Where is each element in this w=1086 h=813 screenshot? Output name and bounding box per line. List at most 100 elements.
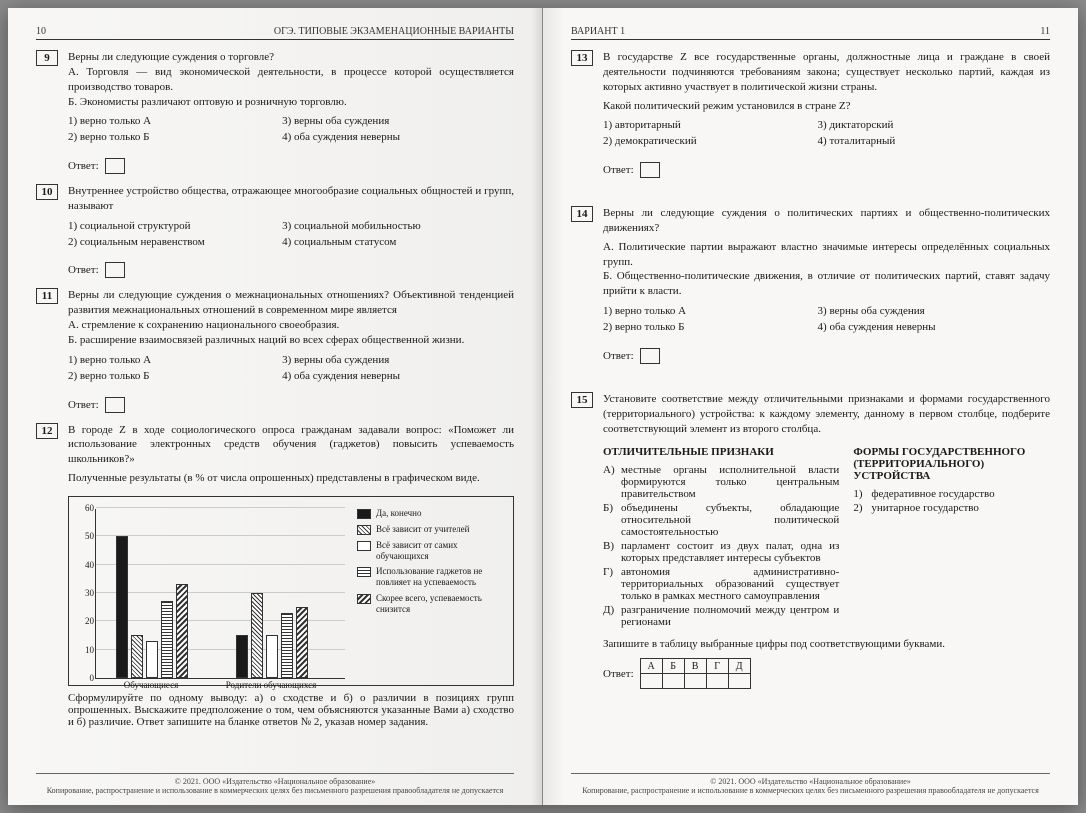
q11-ans-label: Ответ: bbox=[68, 399, 99, 411]
q14-prompt: Верны ли следующие суждения о политическ… bbox=[603, 206, 1050, 236]
q15-ans-table[interactable]: АБВГД bbox=[640, 658, 751, 689]
q9-o4: 4) оба суждения неверны bbox=[282, 130, 496, 145]
q15-ans-label: Ответ: bbox=[603, 668, 634, 680]
q13-ans-label: Ответ: bbox=[603, 164, 634, 176]
q11-b: Б. расширение взаимосвязей различных нац… bbox=[68, 333, 514, 348]
q15-col-head: Д bbox=[728, 659, 750, 674]
q14-o2: 2) верно только Б bbox=[603, 320, 818, 335]
q15-left-text: разграничение полномочий между центром и… bbox=[621, 604, 839, 628]
q13-o2: 2) демократический bbox=[603, 134, 818, 149]
chart-bar bbox=[236, 635, 248, 678]
chart-xlabel: Обучающиеся bbox=[101, 680, 201, 690]
q15-right-text: федеративное государство bbox=[871, 488, 994, 500]
q14-o4: 4) оба суждения неверны bbox=[818, 320, 1033, 335]
q13-sub: Какой политический режим установился в с… bbox=[603, 99, 1050, 114]
q15-cell[interactable] bbox=[706, 674, 728, 689]
q15-left-text: объединены субъекты, обладающие относите… bbox=[621, 502, 839, 538]
q15-left-text: автономия административно-территориальны… bbox=[621, 566, 839, 602]
q15-left-head: ОТЛИЧИТЕЛЬНЫЕ ПРИЗНАКИ bbox=[603, 446, 839, 458]
question-12: 12 В городе Z в ходе социологического оп… bbox=[36, 423, 514, 486]
chart-ylabel: 0 bbox=[90, 673, 95, 683]
q15-left-text: парламент состоит из двух палат, одна из… bbox=[621, 540, 839, 564]
q9-b: Б. Экономисты различают оптовую и рознич… bbox=[68, 95, 514, 110]
q15-cell[interactable] bbox=[684, 674, 706, 689]
q12-task: Сформулируйте по одному выводу: а) о схо… bbox=[68, 692, 514, 728]
q9-ans-box[interactable] bbox=[105, 158, 125, 174]
q9-prompt: Верны ли следующие суждения о торговле? bbox=[68, 50, 514, 65]
book-title: ОГЭ. ТИПОВЫЕ ЭКЗАМЕНАЦИОННЫЕ ВАРИАНТЫ bbox=[274, 26, 514, 37]
q14-a: А. Политические партии выражают властно … bbox=[603, 240, 1050, 270]
chart-bar bbox=[176, 584, 188, 678]
chart-ylabel: 40 bbox=[85, 560, 94, 570]
legend-label: Да, конечно bbox=[376, 508, 421, 519]
q10-ans-label: Ответ: bbox=[68, 264, 99, 276]
qnum-14: 14 bbox=[571, 206, 593, 222]
chart-bar bbox=[146, 641, 158, 678]
question-10: 10 Внутреннее устройство общества, отраж… bbox=[36, 184, 514, 252]
q15-right-text: унитарное государство bbox=[871, 502, 979, 514]
chart-ylabel: 20 bbox=[85, 616, 94, 626]
legend-swatch bbox=[357, 594, 371, 604]
q15-task: Запишите в таблицу выбранные цифры под с… bbox=[603, 638, 1050, 650]
q11-ans-box[interactable] bbox=[105, 397, 125, 413]
qnum-12: 12 bbox=[36, 423, 58, 439]
legend-swatch bbox=[357, 525, 371, 535]
q15-col-head: В bbox=[684, 659, 706, 674]
q10-o3: 3) социальной мобильностью bbox=[282, 219, 496, 234]
q10-o1: 1) социальной структурой bbox=[68, 219, 282, 234]
q15-col-head: А bbox=[640, 659, 662, 674]
q10-o2: 2) социальным неравенством bbox=[68, 235, 282, 250]
page-number-left: 10 bbox=[36, 26, 46, 37]
footer-note-left: Копирование, распространение и использов… bbox=[36, 786, 514, 795]
q13-ans-box[interactable] bbox=[640, 162, 660, 178]
q13-o4: 4) тоталитарный bbox=[818, 134, 1033, 149]
qnum-11: 11 bbox=[36, 288, 58, 304]
q11-a: А. стремление к сохранению национального… bbox=[68, 318, 514, 333]
chart-bar bbox=[266, 635, 278, 678]
chart-xlabel: Родители обучающихся bbox=[221, 680, 321, 690]
q12-sub: Полученные результаты (в % от числа опро… bbox=[68, 471, 514, 486]
q15-cell[interactable] bbox=[640, 674, 662, 689]
q15-right-key: 2) bbox=[853, 502, 871, 514]
question-11: 11 Верны ли следующие суждения о межнаци… bbox=[36, 288, 514, 386]
variant-label: ВАРИАНТ 1 bbox=[571, 26, 625, 37]
q11-prompt: Верны ли следующие суждения о межнациона… bbox=[68, 288, 514, 318]
q15-col-head: Б bbox=[662, 659, 684, 674]
footer-copy-left: © 2021. ООО «Издательство «Национальное … bbox=[36, 777, 514, 786]
legend-label: Скорее всего, успеваемость снизится bbox=[376, 593, 507, 615]
q15-cell[interactable] bbox=[662, 674, 684, 689]
q15-left-text: местные органы исполнительной власти фор… bbox=[621, 464, 839, 500]
q15-left-key: Б) bbox=[603, 502, 621, 538]
q13-o1: 1) авторитарный bbox=[603, 118, 818, 133]
legend-swatch bbox=[357, 567, 371, 577]
legend-swatch bbox=[357, 509, 371, 519]
q10-ans-box[interactable] bbox=[105, 262, 125, 278]
legend-label: Всё зависит от учителей bbox=[376, 524, 470, 535]
q9-o3: 3) верны оба суждения bbox=[282, 114, 496, 129]
qnum-9: 9 bbox=[36, 50, 58, 66]
q10-o4: 4) социальным статусом bbox=[282, 235, 496, 250]
q9-ans-label: Ответ: bbox=[68, 160, 99, 172]
chart-bar bbox=[251, 593, 263, 678]
footer-copy-right: © 2021. ООО «Издательство «Национальное … bbox=[571, 777, 1050, 786]
q9-a: А. Торговля — вид экономической деятельн… bbox=[68, 65, 514, 95]
q15-prompt: Установите соответствие между отличитель… bbox=[603, 392, 1050, 437]
chart-ylabel: 50 bbox=[85, 531, 94, 541]
q14-o1: 1) верно только А bbox=[603, 304, 818, 319]
chart-bar bbox=[131, 635, 143, 678]
q14-b: Б. Общественно-политические движения, в … bbox=[603, 269, 1050, 299]
q9-o2: 2) верно только Б bbox=[68, 130, 282, 145]
qnum-10: 10 bbox=[36, 184, 58, 200]
q14-ans-box[interactable] bbox=[640, 348, 660, 364]
q15-cell[interactable] bbox=[728, 674, 750, 689]
q15-right-head: ФОРМЫ ГОСУДАРСТВЕННОГО (ТЕРРИТОРИАЛЬНОГО… bbox=[853, 446, 1050, 482]
q15-col-head: Г bbox=[706, 659, 728, 674]
q11-o4: 4) оба суждения неверны bbox=[282, 369, 496, 384]
q13-prompt: В государстве Z все государственные орга… bbox=[603, 50, 1050, 95]
page-number-right: 11 bbox=[1040, 26, 1050, 37]
q14-o3: 3) верны оба суждения bbox=[818, 304, 1033, 319]
qnum-15: 15 bbox=[571, 392, 593, 408]
q15-left-key: Д) bbox=[603, 604, 621, 628]
chart-bar bbox=[296, 607, 308, 678]
chart-ylabel: 30 bbox=[85, 588, 94, 598]
